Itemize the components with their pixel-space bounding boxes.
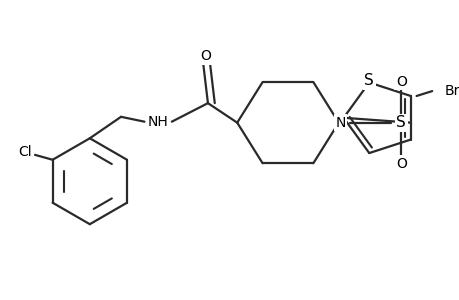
Text: NH: NH — [147, 115, 168, 129]
Text: O: O — [200, 49, 211, 63]
Text: N: N — [335, 116, 345, 130]
Text: S: S — [364, 73, 373, 88]
Text: Br: Br — [444, 84, 459, 98]
Text: Cl: Cl — [18, 145, 32, 159]
Text: S: S — [396, 115, 405, 130]
Text: O: O — [395, 157, 406, 171]
Text: O: O — [395, 75, 406, 89]
